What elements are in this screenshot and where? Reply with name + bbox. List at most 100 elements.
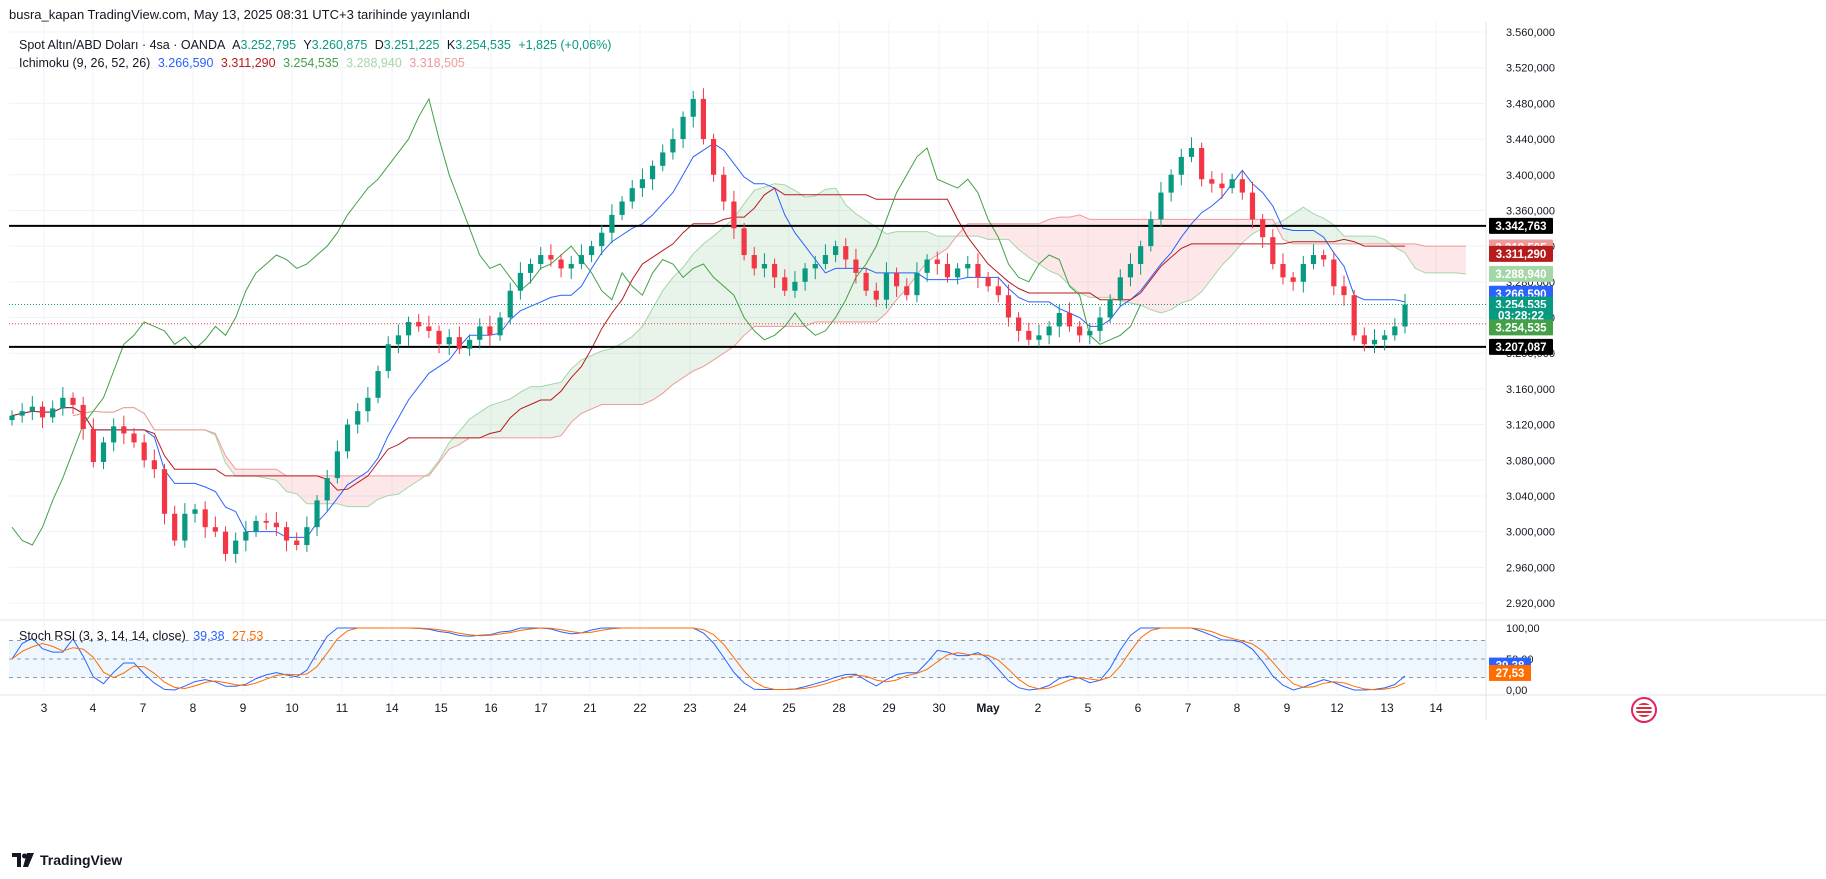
cloud-segment <box>266 469 277 481</box>
price-tick-label: 3.000,000 <box>1506 527 1555 539</box>
candle-body <box>9 415 15 421</box>
cloud-segment <box>1181 219 1192 304</box>
cloud-segment <box>886 231 897 314</box>
cloud-segment <box>1455 246 1467 275</box>
ichimoku-lines <box>11 97 1467 546</box>
candle-body <box>355 411 361 425</box>
candle-body <box>426 326 432 331</box>
cloud-segment <box>652 290 663 401</box>
candle-body <box>1066 313 1073 327</box>
cloud-segment <box>1221 219 1233 266</box>
cloud-segment <box>1333 224 1344 244</box>
cloud-segment <box>550 382 562 438</box>
candle-body <box>832 246 839 256</box>
time-tick-label: 22 <box>633 701 647 715</box>
candle-body <box>70 397 76 405</box>
tenkan-value: 3.266,590 <box>157 56 214 70</box>
candle-body <box>283 527 290 541</box>
candle-body <box>1260 219 1266 238</box>
cloud-segment <box>1343 236 1355 244</box>
cloud-segment <box>286 475 297 494</box>
chart-grid <box>0 22 1826 720</box>
price-tick-label: 3.120,000 <box>1506 420 1555 432</box>
candle-body <box>416 321 422 327</box>
stoch-legend[interactable]: Stoch RSI (3, 3, 14, 14, close) 39,38 27… <box>19 629 267 643</box>
time-tick-label: 24 <box>733 701 747 715</box>
price-tick-label: 3.520,000 <box>1506 63 1555 75</box>
candle-body <box>60 397 66 409</box>
symbol-name: Spot Altın/ABD Doları · 4sa · OANDA <box>19 38 226 52</box>
cloud-segment <box>1354 236 1365 244</box>
cloud-segment <box>1201 219 1212 292</box>
candle-body <box>182 513 188 541</box>
candle-body <box>111 426 117 443</box>
cloud-segment <box>1211 219 1222 279</box>
candle-body <box>578 255 585 264</box>
cloud-segment <box>845 204 856 322</box>
cloud-segment <box>1232 219 1243 256</box>
cloud-segment <box>1049 217 1060 276</box>
candle-body <box>1310 255 1317 264</box>
candle-body <box>517 272 523 291</box>
cloud-segment <box>927 231 938 262</box>
cloud-segment <box>367 475 379 507</box>
candle-body <box>253 520 259 532</box>
time-tick-label: 10 <box>285 701 299 715</box>
candle-body <box>1402 304 1408 327</box>
candle-body <box>1341 286 1347 296</box>
price-badges: 3.342,7633.318,5053.311,2903.288,9403.26… <box>1489 217 1553 355</box>
time-tick-label: 5 <box>1085 701 1092 715</box>
candle-body <box>1188 147 1195 157</box>
candle-body <box>649 165 656 180</box>
candle-body <box>548 255 554 260</box>
candle-body <box>344 424 351 452</box>
high-value: 3.260,875 <box>311 38 368 52</box>
time-tick-label: 25 <box>782 701 796 715</box>
candle-body <box>222 531 229 554</box>
cloud-segment <box>723 218 734 354</box>
cloud-segment <box>977 223 989 240</box>
candle-body <box>151 460 157 470</box>
stoch-name: Stoch RSI (3, 3, 14, 14, close) <box>19 629 186 643</box>
price-badge-label: 3.254,535 <box>1495 322 1547 334</box>
candle-body <box>405 321 412 336</box>
ichimoku-cloud <box>73 183 1467 507</box>
us-flag-icon[interactable] <box>1631 697 1657 723</box>
candle-body <box>680 116 686 140</box>
candle-body <box>1249 192 1256 220</box>
candles <box>9 88 1408 563</box>
cloud-segment <box>530 386 541 438</box>
candle-body <box>1158 192 1164 220</box>
cloud-segment <box>1435 246 1446 273</box>
ichimoku-legend[interactable]: Ichimoku (9, 26, 52, 26) 3.266,590 3.311… <box>19 56 469 70</box>
time-tick-label: 17 <box>534 701 548 715</box>
candle-body <box>172 513 178 541</box>
time-tick-label: May <box>976 701 1000 715</box>
candle-body <box>660 152 666 166</box>
candle-body <box>477 326 483 340</box>
chikou-value: 3.254,535 <box>283 56 339 70</box>
tradingview-logo[interactable]: TradingView <box>12 852 122 868</box>
cloud-segment <box>571 359 582 423</box>
cloud-segment <box>581 355 592 414</box>
price-badge-label: 3.288,940 <box>1495 269 1546 281</box>
candle-body <box>39 406 46 418</box>
candle-body <box>507 290 513 318</box>
candle-body <box>365 397 371 412</box>
cloud-segment <box>815 189 826 322</box>
cloud-segment <box>794 190 806 327</box>
time-tick-label: 6 <box>1135 701 1142 715</box>
tenkan-line <box>11 142 1406 538</box>
candle-body <box>1361 335 1367 345</box>
candle-body <box>1117 277 1123 300</box>
candle-body <box>873 290 879 300</box>
candle-body <box>1209 179 1215 184</box>
cloud-segment <box>408 475 419 488</box>
price-tick-label: 3.080,000 <box>1506 455 1555 467</box>
candle-body <box>975 263 981 278</box>
stoch-tick-label: 100,00 <box>1506 623 1540 635</box>
candle-body <box>487 326 493 336</box>
candle-body <box>294 540 300 546</box>
